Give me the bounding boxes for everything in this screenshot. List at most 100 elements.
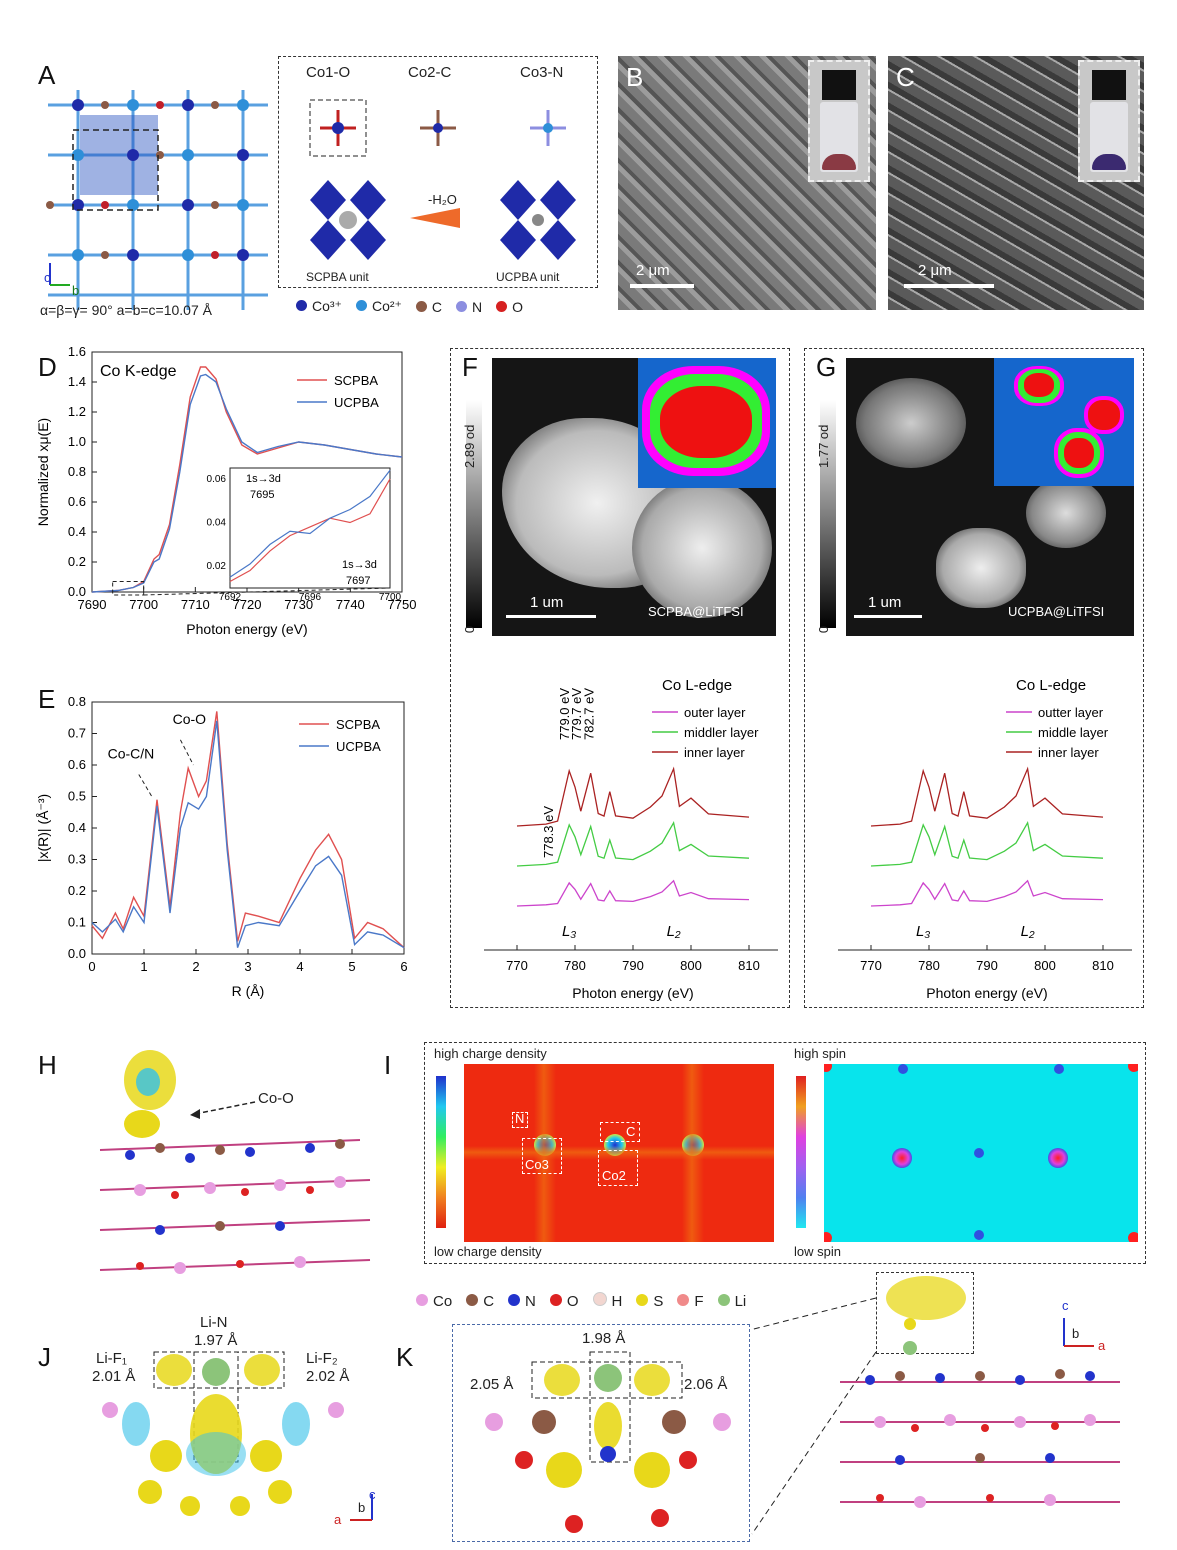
- panel-a-inset-box: [278, 56, 598, 288]
- legend-n: N: [456, 299, 482, 315]
- layer-map-g: [994, 358, 1134, 486]
- y-tick-label-d: 1.4: [68, 374, 86, 389]
- l2-label-g: L₂: [1021, 923, 1035, 940]
- atom-legend-li: Li: [717, 1293, 746, 1310]
- od-colorbar-f: [466, 400, 482, 628]
- y-tick-label-e: 0.1: [68, 915, 86, 930]
- od-zero-f: 0: [462, 625, 478, 634]
- atom-legend-n: N: [508, 1293, 536, 1310]
- atom-legend-s: S: [636, 1293, 663, 1310]
- charge-colorbar: [436, 1076, 446, 1228]
- zoom-leader-lines: [749, 1297, 877, 1535]
- edge-title-f: Co L-edge: [662, 677, 732, 694]
- box-label-co3: Co3: [525, 1157, 549, 1172]
- x-tick-label-f: 810: [738, 958, 760, 973]
- legend-label-g: middle layer: [1038, 725, 1109, 740]
- x-tick-label-d: 7740: [336, 597, 365, 612]
- panel-f-box: [450, 348, 790, 1008]
- axis-b-k: b: [1072, 1326, 1080, 1341]
- scalebar-f: [506, 615, 596, 618]
- vial-photo-c: [1078, 60, 1140, 182]
- panel-label-i: I: [384, 1050, 392, 1080]
- series-line-ucpba: [91, 373, 403, 593]
- y-tick-label-d: 0.0: [68, 584, 86, 599]
- x-tick-label-g: 800: [1034, 958, 1056, 973]
- inset-y-tick-d: 0.06: [207, 474, 227, 485]
- axis-c-label: c: [44, 270, 51, 285]
- panel-label-a: A: [38, 60, 56, 90]
- x-tick-label-d: 7730: [284, 597, 313, 612]
- legend-label-g: outter layer: [1038, 705, 1104, 720]
- y-tick-label-d: 1.6: [68, 344, 86, 359]
- ucpba-unit-label: UCPBA unit: [496, 270, 560, 284]
- slab-model-h: [99, 1050, 371, 1274]
- y-axis-label-d: Normalized xμ(E): [35, 418, 51, 526]
- sem-image-b: B 2 μm: [618, 56, 876, 310]
- spectrum-outter-layer: [870, 879, 1104, 907]
- x-axis-label-f: Photon energy (eV): [572, 985, 693, 1001]
- box-label-co2: Co2: [602, 1168, 626, 1183]
- y-tick-label-d: 0.8: [68, 464, 86, 479]
- spin-low-label: low spin: [794, 1244, 841, 1259]
- co2-c-label: Co2-C: [408, 64, 452, 81]
- od-max-f: 2.89 od: [462, 424, 477, 468]
- box-label-c: C: [626, 1124, 636, 1139]
- stxm-image-f: 1 um SCPBA@LiTFSI: [492, 358, 776, 636]
- chart-g: 770 780 790 800 810 Photon energy (eV) outter …: [838, 677, 1132, 1001]
- panel-k-box: [452, 1324, 750, 1542]
- chart-f: 770 780 790 800 810 Photon energy (eV) outer l…: [484, 677, 778, 1001]
- y-tick-label-e: 0.4: [68, 820, 86, 835]
- panel-label-f: F: [462, 352, 478, 382]
- sample-label-f: SCPBA@LiTFSI: [648, 604, 744, 619]
- x-tick-label-e: 1: [140, 959, 147, 974]
- octahedra-illustration: [309, 99, 576, 260]
- k-left-distance: 2.05 Å: [470, 1376, 514, 1393]
- y-axis-label-e: |x(R)| (Å⁻³): [35, 794, 51, 862]
- inset-series-scpba: [229, 478, 391, 583]
- annotation-co-cn: Co-C/N: [108, 746, 155, 762]
- spin-high-label: high spin: [794, 1046, 847, 1061]
- annotation-7695: 7695: [250, 489, 274, 501]
- legend-co3: Co³⁺: [296, 298, 342, 315]
- atom-legend-co: Co: [416, 1293, 452, 1310]
- y-tick-label-e: 0.8: [68, 694, 86, 709]
- zoom-leader-d: [143, 587, 391, 596]
- scalebar-b: [630, 284, 694, 288]
- spin-colorbar: [796, 1076, 806, 1228]
- legend-label-f: outer layer: [684, 705, 746, 720]
- li-f2-value: 2.02 Å: [306, 1368, 350, 1385]
- legend-o: O: [496, 299, 523, 315]
- panel-label-h: H: [38, 1050, 57, 1080]
- x-axis-label-g: Photon energy (eV): [926, 985, 1047, 1001]
- atom-legend-a: Co³⁺ Co²⁺ C N O: [296, 298, 523, 315]
- annotation-co-o: Co-O: [173, 711, 207, 727]
- spectrum-outer-layer: [516, 879, 750, 907]
- axis-a-k: a: [1098, 1338, 1106, 1353]
- layer-map-f: [638, 358, 776, 488]
- panel-label-e: E: [38, 684, 56, 714]
- spectrum-inner-layer: [870, 766, 1104, 827]
- legend-label-e: UCPBA: [336, 739, 381, 754]
- sem-image-c: C 2 μm: [888, 56, 1144, 310]
- arrow-co-o: [179, 739, 194, 766]
- l3-label-f: L₃: [562, 923, 576, 940]
- atom-legend-o: O: [549, 1293, 579, 1310]
- x-tick-label-e: 6: [400, 959, 407, 974]
- x-tick-label-f: 770: [506, 958, 528, 973]
- y-tick-label-e: 0.7: [68, 726, 86, 741]
- x-tick-label-g: 790: [976, 958, 998, 973]
- y-tick-label-d: 0.2: [68, 554, 86, 569]
- x-axis-label-d: Photon energy (eV): [186, 621, 307, 637]
- x-tick-label-g: 780: [918, 958, 940, 973]
- x-tick-label-d: 7700: [129, 597, 158, 612]
- x-tick-label-f: 790: [622, 958, 644, 973]
- co1-o-label: Co1-O: [306, 64, 351, 81]
- x-tick-label-f: 780: [564, 958, 586, 973]
- series-line-ucpba: [91, 720, 405, 949]
- spectrum-middle-layer: [870, 820, 1104, 867]
- molecule-model-j: [102, 1351, 344, 1516]
- panel-label-k: K: [396, 1342, 414, 1372]
- atom-legend-c: C: [466, 1293, 494, 1310]
- charge-density-map: [464, 1064, 774, 1242]
- y-tick-label-d: 0.6: [68, 494, 86, 509]
